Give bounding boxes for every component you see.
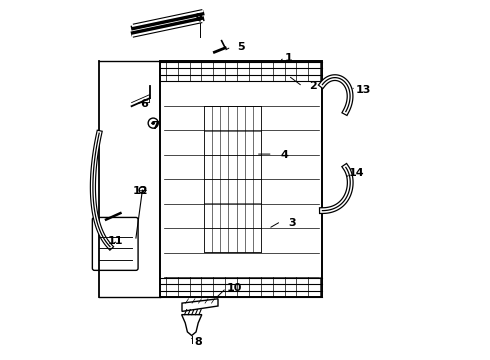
Polygon shape xyxy=(182,315,202,336)
Text: 5: 5 xyxy=(238,42,245,52)
Text: 11: 11 xyxy=(108,236,123,246)
Text: 3: 3 xyxy=(288,218,295,228)
Circle shape xyxy=(151,121,155,125)
Polygon shape xyxy=(182,299,218,311)
Text: 4: 4 xyxy=(281,150,289,160)
Text: 7: 7 xyxy=(151,121,159,131)
Text: 12: 12 xyxy=(133,186,148,196)
Text: 13: 13 xyxy=(356,85,371,95)
Text: 10: 10 xyxy=(226,283,242,293)
Polygon shape xyxy=(160,61,322,297)
Text: 9: 9 xyxy=(194,13,202,23)
Text: 2: 2 xyxy=(310,81,318,91)
FancyBboxPatch shape xyxy=(92,217,138,270)
Text: 8: 8 xyxy=(195,337,202,347)
Text: 6: 6 xyxy=(140,99,148,109)
Text: 14: 14 xyxy=(349,168,365,178)
Text: 1: 1 xyxy=(284,53,292,63)
